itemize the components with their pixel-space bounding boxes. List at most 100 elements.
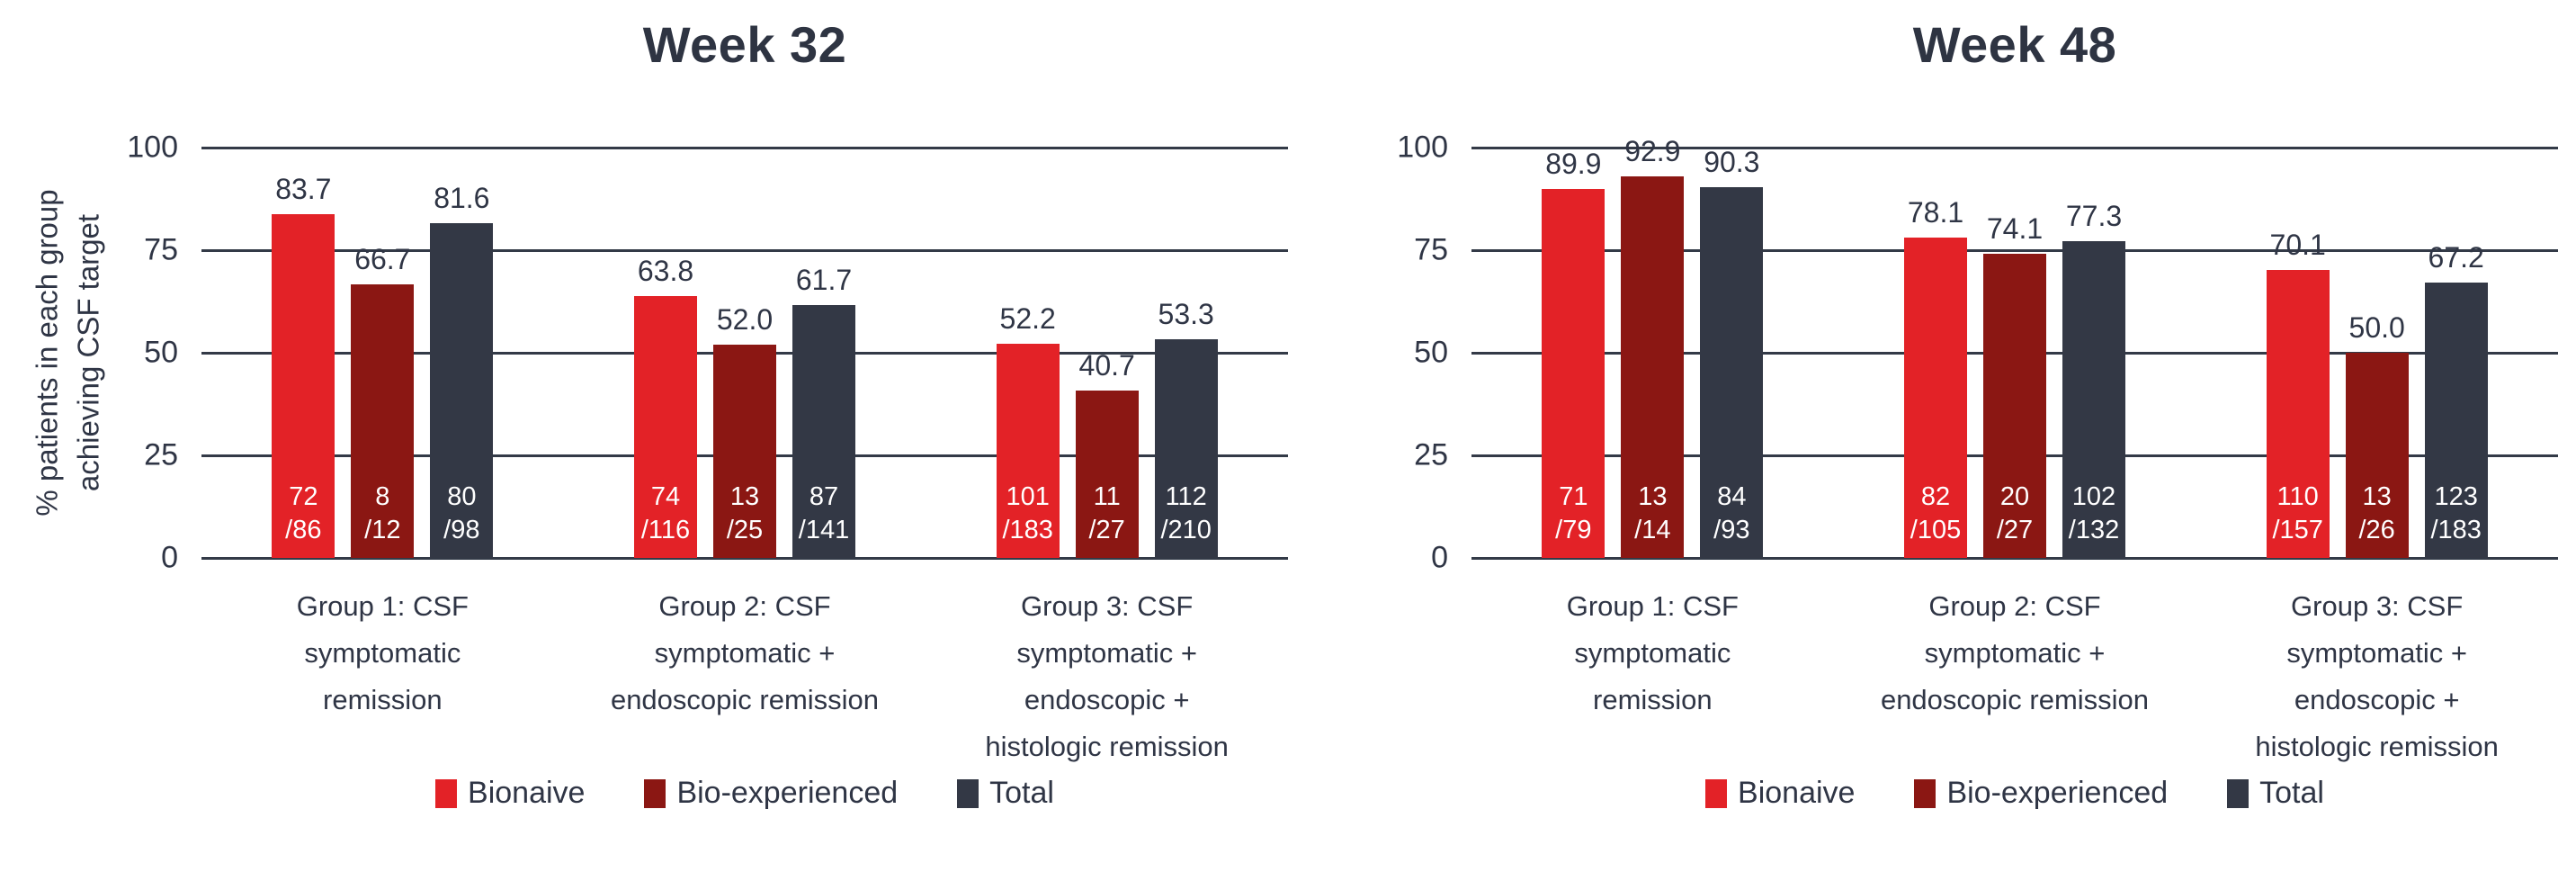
legend-label: Bio-experienced	[676, 776, 899, 810]
bar: 81.6 80/98	[430, 182, 494, 558]
y-tick-label: 50	[1414, 335, 1448, 370]
category-label: Group 1: CSF symptomatic remission	[201, 583, 564, 774]
bar-groups: 89.9 71/79 92.9 13/14 90.3 84/93 78.1 82/105 74.…	[1471, 135, 2558, 558]
bar-fraction-label: 84/93	[1700, 481, 1763, 547]
fraction-numerator: 112	[1165, 482, 1207, 511]
bar-fraction-label: 74/116	[634, 481, 697, 547]
category-label-line: Group 1: CSF	[1566, 590, 1739, 622]
gridline	[1471, 146, 2558, 149]
bar-value-label: 90.3	[1704, 146, 1760, 179]
fraction-numerator: 71	[1559, 482, 1588, 511]
fraction-denominator: /12	[364, 516, 401, 544]
bar-value-label: 66.7	[354, 242, 411, 275]
bar: 61.7 87/141	[792, 264, 855, 558]
category-label-line: symptomatic +	[1016, 637, 1198, 669]
category-label-line: endoscopic remission	[610, 684, 880, 715]
legend-swatch	[644, 778, 666, 808]
bar-value-label: 92.9	[1624, 135, 1681, 168]
bar-value-label: 52.0	[716, 302, 774, 336]
gridline	[1471, 556, 2558, 560]
bar-group: 89.9 71/79 92.9 13/14 90.3 84/93	[1471, 135, 1834, 558]
bar-value-label: 89.9	[1545, 148, 1602, 181]
y-tick-label: 25	[144, 437, 178, 472]
chart-area: % patients in each group achieving CSF t…	[18, 130, 1288, 575]
bar-value-label: 50.0	[2348, 311, 2405, 344]
bar-fraction-label: 8/12	[351, 481, 414, 547]
fraction-numerator: 101	[1006, 482, 1050, 511]
y-axis-title-spacer	[1288, 148, 1389, 558]
fraction-denominator: /132	[2068, 516, 2120, 544]
bar: 67.2 123/183	[2424, 241, 2488, 558]
y-axis-title-line1: % patients in each group	[31, 189, 64, 517]
legend-swatch	[1705, 778, 1728, 808]
bar-fraction-label: 20/27	[1983, 481, 2046, 547]
bar-fraction-label: 110/157	[2267, 481, 2330, 547]
fraction-denominator: /105	[1910, 516, 1962, 544]
fraction-numerator: 74	[650, 482, 681, 511]
panel-week-48: Week 48 100 75 50 25 0 89.9 71/79 92.9 13/14 90.…	[1288, 13, 2558, 811]
bar-fraction-label: 11/27	[1076, 481, 1139, 547]
category-label-line: symptomatic	[304, 637, 461, 669]
bar-fraction-label: 82/105	[1904, 481, 1967, 547]
bar: 63.8 74/116	[634, 255, 697, 558]
plot-area: 83.7 72/86 66.7 8/12 81.6 80/98 63.8 74/116 52.0…	[201, 146, 1288, 560]
bar-value-label: 83.7	[275, 173, 332, 206]
category-label-line: endoscopic remission	[1880, 684, 2150, 715]
fraction-denominator: /93	[1713, 516, 1750, 544]
y-axis-ticks: 100 75 50 25 0	[119, 130, 201, 575]
category-label-line: endoscopic +	[1024, 684, 1190, 715]
category-label-line: Group 3: CSF	[2291, 590, 2464, 622]
y-tick-label: 100	[127, 130, 178, 165]
bar: 70.1 110/157	[2266, 229, 2330, 558]
bar-fraction-label: 102/132	[2062, 481, 2125, 547]
fraction-denominator: /14	[1634, 516, 1671, 544]
charts-row: Week 32 % patients in each group achievi…	[18, 13, 2558, 811]
legend-label: Bio-experienced	[1946, 776, 2169, 810]
y-tick-label: 50	[144, 335, 178, 370]
fraction-numerator: 80	[447, 482, 477, 511]
fraction-denominator: /27	[1088, 516, 1125, 544]
bar-fraction-label: 13/14	[1621, 481, 1684, 547]
fraction-denominator: /183	[2430, 516, 2482, 544]
y-axis-ticks: 100 75 50 25 0	[1389, 130, 1471, 575]
gridline	[201, 248, 1288, 252]
bar: 53.3 112/210	[1154, 298, 1218, 558]
fraction-denominator: /25	[726, 516, 764, 544]
bar: 66.7 8/12	[351, 243, 415, 558]
category-labels: Group 1: CSF symptomatic remission Group 2:…	[201, 583, 1288, 774]
bar-fraction-label: 13/26	[2346, 481, 2409, 547]
panel-title-week-48: Week 48	[1912, 16, 2117, 73]
legend-swatch	[957, 778, 979, 808]
panel-title-week-32: Week 32	[642, 16, 847, 73]
fraction-numerator: 13	[1638, 482, 1668, 511]
legend-label: Bionaive	[468, 776, 586, 810]
category-label-line: histologic remission	[2255, 731, 2499, 762]
fraction-numerator: 110	[2276, 482, 2319, 511]
bar: 40.7 11/27	[1075, 349, 1139, 558]
bar-fraction-label: 71/79	[1542, 481, 1605, 547]
y-axis-title-text: % patients in each group achieving CSF t…	[27, 189, 110, 516]
category-label: Group 1: CSF symptomatic remission	[1471, 583, 1834, 774]
fraction-numerator: 13	[2362, 482, 2392, 511]
y-tick-label: 0	[161, 540, 178, 575]
category-label: Group 3: CSF symptomatic + endoscopic + his…	[926, 583, 1288, 774]
bar-value-label: 81.6	[434, 181, 490, 214]
category-label-line: Group 2: CSF	[1928, 590, 2101, 622]
bar-fraction-label: 87/141	[792, 481, 855, 547]
fraction-denominator: /210	[1160, 516, 1212, 544]
bar: 83.7 72/86	[272, 173, 335, 558]
bar-value-label: 40.7	[1078, 349, 1135, 382]
category-label-line: symptomatic +	[654, 637, 836, 669]
bar-fraction-label: 101/183	[997, 481, 1060, 547]
bar-value-label: 70.1	[2269, 229, 2326, 262]
legend-swatch	[435, 778, 458, 808]
category-label-line: endoscopic +	[2294, 684, 2460, 715]
category-label-line: Group 3: CSF	[1021, 590, 1194, 622]
fraction-numerator: 13	[729, 482, 760, 511]
bar-fraction-label: 80/98	[430, 481, 493, 547]
legend: Bionaive Bio-experienced Total	[201, 776, 1288, 811]
legend-item: Bionaive	[1705, 776, 1855, 811]
category-label-line: Group 1: CSF	[296, 590, 469, 622]
fraction-numerator: 11	[1093, 482, 1121, 511]
fraction-denominator: /183	[1002, 516, 1053, 544]
